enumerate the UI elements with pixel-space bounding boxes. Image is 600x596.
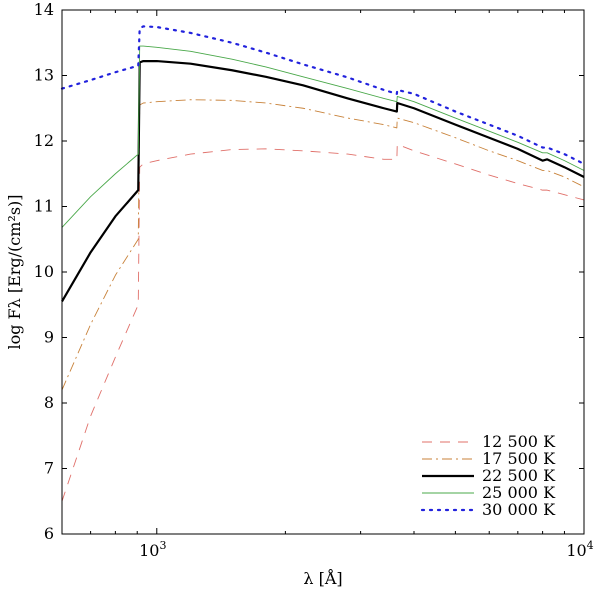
y-tick-label: 11 <box>34 197 54 216</box>
x-tick-label: 103 <box>139 539 166 560</box>
y-axis-title: log Fλ [Erg/(cm²s)] <box>5 194 24 349</box>
legend-label-4: 25 000 K <box>482 483 556 502</box>
x-tick-label: 104 <box>566 539 593 560</box>
series-layer <box>60 25 586 502</box>
ticks-layer: 6 7 8 9 10 11 12 13 14 103 104 <box>34 0 594 560</box>
x-axis-title: λ [Å] <box>303 568 342 588</box>
legend: 12 500 K17 500 K22 500 K25 000 K30 000 K <box>420 432 556 519</box>
series-line-5 <box>60 25 586 166</box>
series-line-1 <box>61 143 585 502</box>
y-tick-label: 13 <box>34 66 54 85</box>
legend-label-2: 17 500 K <box>482 449 556 468</box>
series-line-3 <box>61 59 585 303</box>
y-tick-label: 8 <box>44 393 54 412</box>
legend-label-1: 12 500 K <box>482 432 556 451</box>
y-tick-label: 6 <box>44 524 54 543</box>
y-tick-label: 10 <box>34 262 54 281</box>
legend-label-3: 22 500 K <box>482 466 556 485</box>
series-line-4 <box>61 45 585 228</box>
y-tick-label: 7 <box>44 459 54 478</box>
y-tick-label: 14 <box>34 0 54 19</box>
y-tick-label: 9 <box>44 328 54 347</box>
y-tick-label: 12 <box>34 131 54 150</box>
legend-label-5: 30 000 K <box>482 500 556 519</box>
